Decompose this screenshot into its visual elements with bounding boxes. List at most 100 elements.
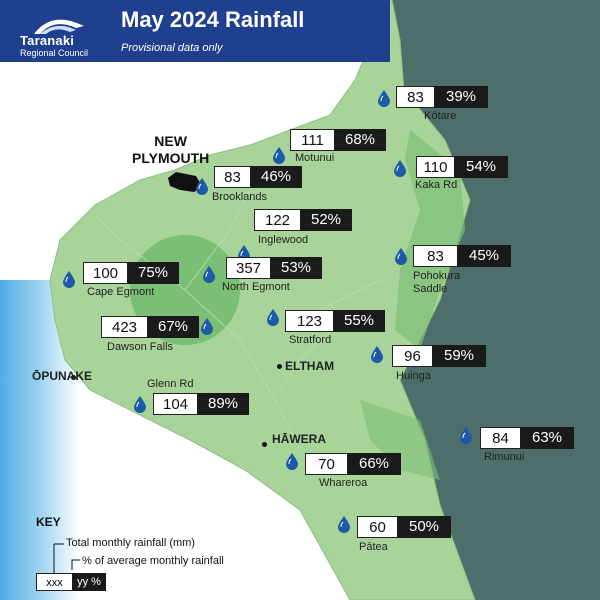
station-0-reading: 83 39%	[396, 86, 488, 108]
station-13-reading: 70 66%	[305, 453, 401, 475]
station-11-percent-value: 89%	[197, 393, 249, 415]
station-13-name: Whareroa	[319, 477, 368, 489]
raindrop-icon	[203, 266, 215, 283]
station-10-rainfall-value: 96	[392, 345, 432, 367]
header-bar: Taranaki Regional Council May 2024 Rainf…	[0, 0, 390, 62]
station-7-percent-value: 53%	[270, 257, 322, 279]
station-8-rainfall-value: 123	[285, 310, 333, 332]
key-title: KEY	[36, 515, 61, 529]
raindrop-icon	[196, 178, 208, 195]
city-dot-opunake	[71, 375, 76, 380]
raindrop-icon	[378, 90, 390, 107]
station-10-reading: 96 59%	[392, 345, 486, 367]
station-7-reading: 357 53%	[226, 257, 322, 279]
station-14-rainfall-value: 60	[357, 516, 397, 538]
land-relief	[395, 130, 465, 350]
station-3-reading: 83 46%	[214, 166, 302, 188]
station-12-name: Rimunui	[484, 451, 525, 463]
key-sample-percent: yy %	[72, 573, 106, 591]
station-6-name: Cape Egmont	[87, 286, 155, 298]
station-10-percent-value: 59%	[432, 345, 486, 367]
station-8-reading: 123 55%	[285, 310, 385, 332]
city-hawera: HĀWERA	[272, 432, 326, 446]
station-1-reading: 111 68%	[290, 129, 386, 151]
station-7-name: North Egmont	[222, 281, 290, 293]
raindrop-icon	[267, 309, 279, 326]
station-4-name: Inglewood	[258, 234, 309, 246]
page-subtitle: Provisional data only	[121, 42, 223, 54]
city-dot-eltham	[277, 364, 282, 369]
station-0-rainfall-value: 83	[396, 86, 434, 108]
city-eltham: ELTHAM	[285, 359, 335, 373]
raindrop-icon	[63, 271, 75, 288]
logo-name: Taranaki	[20, 33, 75, 48]
raindrop-icon	[394, 160, 406, 177]
station-13-percent-value: 66%	[347, 453, 401, 475]
station-11-rainfall-value: 104	[153, 393, 197, 415]
sea-right	[378, 0, 600, 600]
city-new-plymouth: NEW PLYMOUTH	[132, 133, 209, 167]
logo-org: Regional Council	[20, 48, 89, 58]
station-7-rainfall-value: 357	[226, 257, 270, 279]
station-13-rainfall-value: 70	[305, 453, 347, 475]
city-new-plymouth-line2: PLYMOUTH	[132, 150, 210, 166]
new-plymouth-city	[168, 172, 202, 192]
station-2-reading: 110 54%	[416, 156, 508, 178]
raindrop-icon	[338, 516, 350, 533]
station-9-rainfall-value: 423	[101, 316, 147, 338]
station-9-reading: 423 67%	[101, 316, 199, 338]
station-2-rainfall-value: 110	[416, 156, 454, 178]
station-11-name: Glenn Rd	[147, 378, 194, 390]
station-8-percent-value: 55%	[333, 310, 385, 332]
key-percent-label: % of average monthly rainfall	[82, 555, 224, 567]
city-new-plymouth-line1: NEW	[154, 133, 187, 149]
raindrop-icon	[371, 346, 383, 363]
station-12-reading: 84 63%	[480, 427, 574, 449]
station-2-percent-value: 54%	[454, 156, 508, 178]
key-sample-value: xxx	[36, 573, 72, 591]
station-4-reading: 122 52%	[254, 209, 352, 231]
station-12-rainfall-value: 84	[480, 427, 520, 449]
raindrop-icon	[134, 396, 146, 413]
station-9-percent-value: 67%	[147, 316, 199, 338]
station-11-reading: 104 89%	[153, 393, 249, 415]
station-1-percent-value: 68%	[334, 129, 386, 151]
station-2-name: Kaka Rd	[415, 179, 458, 191]
station-8-name: Stratford	[289, 334, 332, 346]
raindrop-icon	[273, 147, 285, 164]
station-0-name: Kōtare	[424, 110, 457, 122]
raindrop-icon	[460, 427, 472, 444]
city-opunake: ŌPUNAKE	[32, 369, 93, 383]
key-leader-lines	[53, 543, 80, 574]
station-3-name: Brooklands	[212, 191, 268, 203]
key-sample-box: xxx yy %	[36, 573, 106, 591]
station-5-reading: 83 45%	[413, 245, 511, 267]
station-14-reading: 60 50%	[357, 516, 451, 538]
land-relief-south	[360, 400, 440, 480]
taranaki-logo-icon	[34, 19, 84, 34]
station-14-percent-value: 50%	[397, 516, 451, 538]
station-4-rainfall-value: 122	[254, 209, 300, 231]
station-9-name: Dawson Falls	[107, 341, 174, 353]
station-5-name: Pohokura Saddle	[413, 270, 461, 295]
station-10-name: Huinga	[396, 370, 431, 382]
station-6-rainfall-value: 100	[83, 262, 127, 284]
station-1-name: Motunui	[295, 152, 335, 164]
station-4-percent-value: 52%	[300, 209, 352, 231]
page-title: May 2024 Rainfall	[121, 7, 305, 32]
key-total-label: Total monthly rainfall (mm)	[66, 537, 195, 549]
station-12-percent-value: 63%	[520, 427, 574, 449]
station-6-percent-value: 75%	[127, 262, 179, 284]
station-5-percent-value: 45%	[457, 245, 511, 267]
station-0-percent-value: 39%	[434, 86, 488, 108]
raindrop-icon	[201, 318, 213, 335]
station-3-percent-value: 46%	[250, 166, 302, 188]
station-1-rainfall-value: 111	[290, 129, 334, 151]
city-dot-hawera	[262, 442, 267, 447]
raindrop-icon	[286, 453, 298, 470]
station-14-name: Pātea	[359, 541, 388, 553]
station-6-reading: 100 75%	[83, 262, 179, 284]
station-3-rainfall-value: 83	[214, 166, 250, 188]
